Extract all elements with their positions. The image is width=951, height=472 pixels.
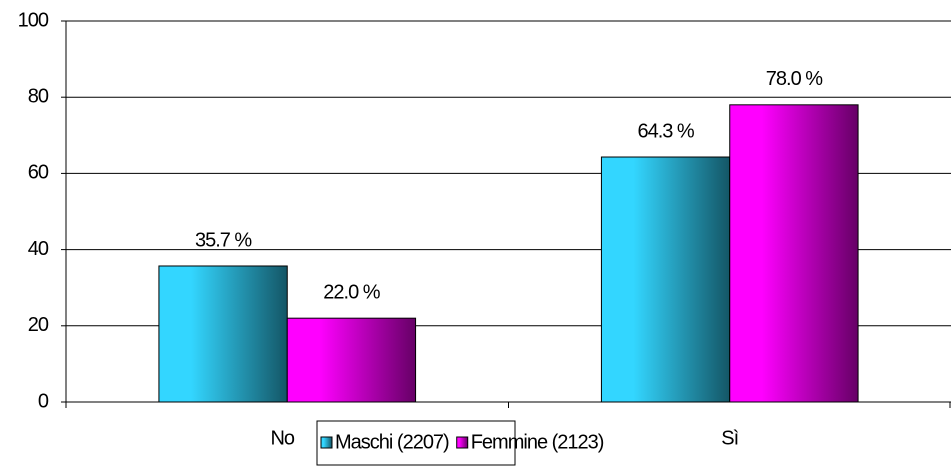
value-label: 35.7 % [195,229,252,251]
y-tick-label: 80 [28,85,49,107]
y-tick-label: 40 [28,238,49,260]
value-label: 78.0 % [766,68,823,90]
value-label: 64.3 % [637,120,694,142]
legend-label: Femmine (2123) [471,431,604,453]
x-tick-label: No [270,427,294,449]
bar [729,104,859,403]
legend-swatch [320,436,333,449]
bar [158,265,288,403]
legend-swatch [456,436,469,449]
y-tick-label: 20 [28,314,49,336]
y-tick-label: 0 [38,390,49,412]
legend-label: Maschi (2207) [335,431,449,453]
x-tick-label: Sì [721,427,738,449]
y-tick-label: 100 [18,9,49,31]
bar [600,156,731,403]
value-label: 22.0 % [323,281,380,303]
y-tick-label: 60 [28,162,49,184]
legend-box [316,420,516,466]
bar [286,317,417,403]
